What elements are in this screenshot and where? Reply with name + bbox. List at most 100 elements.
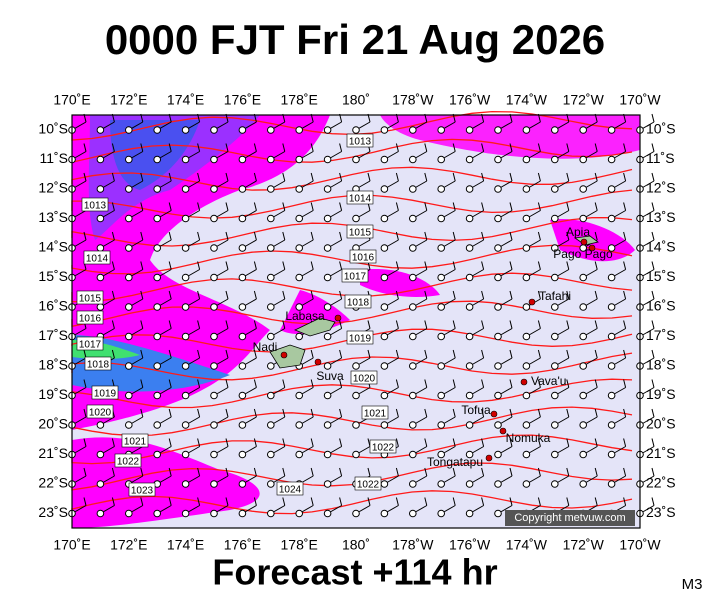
grid-point [181, 273, 190, 282]
wind-barb [424, 290, 428, 300]
wind-barb [537, 349, 541, 359]
isobar [71, 217, 633, 247]
wind-barb [452, 497, 456, 506]
grid-point [267, 185, 275, 193]
isobar-label: 1020 [89, 408, 112, 419]
wind-barb [197, 261, 201, 270]
grid-point [465, 273, 474, 282]
wind-barb [197, 202, 201, 211]
grid-point [437, 362, 446, 370]
lat-label: 22˚S [646, 475, 676, 491]
grid-point [465, 509, 474, 518]
lat-label: 23˚S [38, 504, 68, 520]
wind-barb [395, 231, 399, 241]
grid-point [380, 421, 389, 429]
place-name: Tafahi [539, 289, 571, 303]
grid-point [380, 244, 389, 252]
grid-point [267, 450, 275, 459]
wind-barb [594, 438, 598, 447]
wind-barb [566, 290, 570, 300]
lat-label: 22˚S [38, 475, 68, 491]
grid-point [323, 509, 332, 518]
wind-barb [111, 143, 115, 152]
grid-point [607, 391, 616, 400]
isobar [71, 328, 633, 353]
labels: 1013 1013 1014 1014 1015 1015 1016 1016 1017 1017… [38, 92, 675, 553]
wind-barb [623, 497, 627, 506]
isobar [71, 490, 633, 515]
wind-barb [452, 438, 456, 447]
wind-barb [537, 261, 541, 270]
grid-point [409, 185, 417, 193]
wind-barb [623, 290, 627, 300]
wind-barb [481, 497, 485, 506]
wind-barb [83, 172, 87, 182]
lat-label: 14˚S [646, 239, 676, 255]
grid-point [579, 214, 588, 223]
wind-barb [111, 231, 115, 241]
isobar-label-box [344, 294, 372, 309]
grid-point [238, 214, 247, 223]
wind-barb [566, 408, 570, 418]
wind-barb [253, 261, 257, 270]
isobar-label: 1022 [117, 457, 140, 468]
grid-point [437, 155, 446, 164]
wind-barb [310, 438, 314, 447]
wind-barb [452, 320, 456, 329]
wind-barb [566, 202, 570, 211]
grid-point [409, 480, 417, 488]
grid-point [551, 362, 559, 370]
wind-barb [623, 438, 627, 447]
grid-point [323, 303, 332, 311]
grid-point [238, 303, 247, 311]
grid-point [607, 450, 616, 459]
isobar-label: 1017 [344, 272, 367, 283]
wind-barb [253, 231, 257, 241]
grid-point [494, 332, 502, 341]
lon-label: 174˚E [167, 92, 204, 108]
grid-point [96, 303, 105, 311]
grid-point [267, 244, 275, 252]
isobar-label-box [354, 476, 382, 491]
grid-point [323, 126, 332, 134]
grid-point [352, 391, 360, 400]
grid-point [494, 303, 502, 311]
grid-point [352, 362, 360, 370]
wind-barb [140, 202, 144, 211]
grid-point [551, 421, 559, 429]
grid-point [181, 421, 190, 429]
grid-point [153, 450, 161, 459]
grid-point [551, 273, 559, 282]
grid-point [295, 126, 304, 134]
grid-point [409, 155, 417, 164]
map: Copyright metvuw.com [68, 110, 655, 529]
place-name: Labasa [285, 309, 325, 323]
wind-barb [395, 497, 399, 506]
wind-barb [339, 408, 343, 418]
wind-barb [140, 290, 144, 300]
isobar-label: 1021 [124, 437, 147, 448]
grid-point [210, 273, 218, 282]
grid-point [125, 332, 133, 341]
grid-point [522, 185, 531, 193]
grid-point [579, 273, 588, 282]
lon-label: 170˚W [619, 92, 661, 108]
wind-barb [168, 467, 172, 477]
lat-label: 13˚S [646, 209, 676, 225]
grid-point [352, 509, 360, 518]
lon-label: 170˚E [53, 92, 90, 108]
wind-barb [225, 143, 229, 152]
grid-point [238, 509, 247, 518]
wind-barb [310, 379, 314, 388]
rain-area [380, 115, 640, 159]
wind-barb [197, 231, 201, 241]
isobar-label-box [350, 370, 378, 385]
wind-barb [537, 379, 541, 388]
grid-point [465, 391, 474, 400]
grid-point [125, 509, 133, 518]
wind-barb [623, 202, 627, 211]
grid-point [522, 155, 531, 164]
place-marker [485, 454, 493, 462]
grid-point [210, 126, 218, 134]
grid-point [352, 126, 360, 134]
